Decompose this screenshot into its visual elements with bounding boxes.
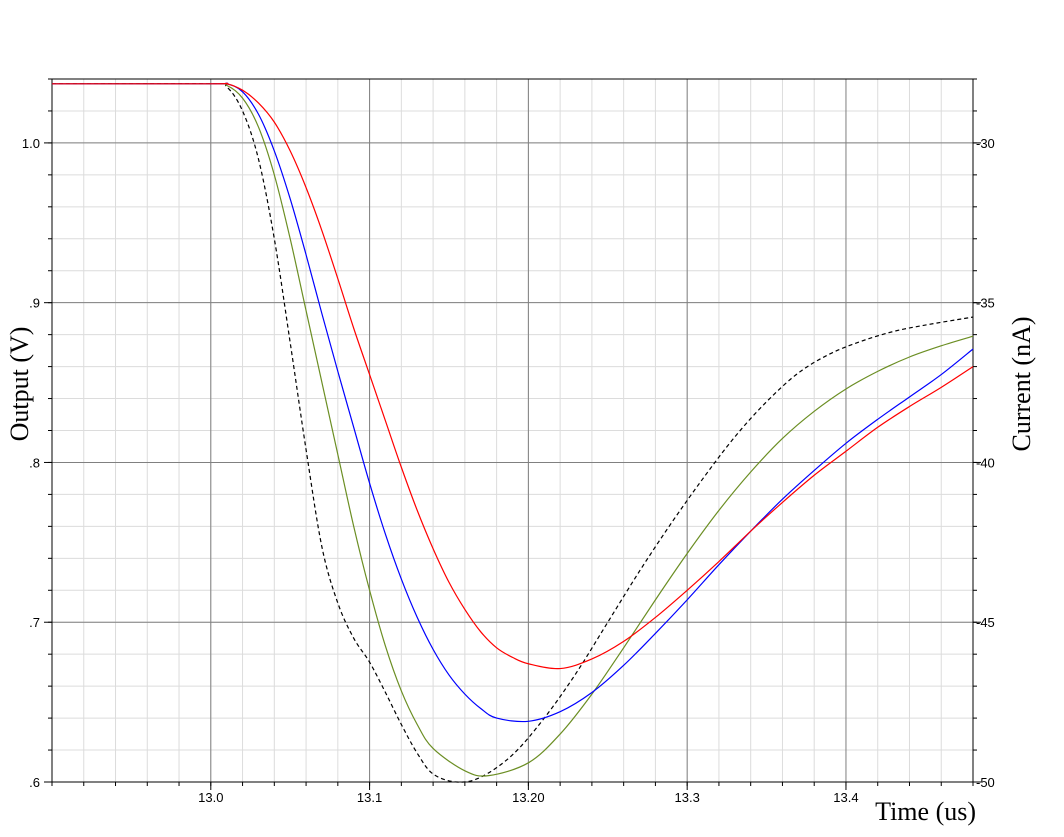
- series-layer: [51, 82, 974, 783]
- series-line-2: [51, 83, 974, 777]
- y-left-tick-label: .7: [29, 615, 40, 630]
- y-left-axis-title: Output (V): [5, 327, 34, 442]
- y-right-tick-label: -45: [976, 615, 995, 630]
- series-line-1: [51, 82, 974, 783]
- series-line-4: [52, 82, 974, 670]
- y-right-axis-title: Current (nA): [1007, 316, 1036, 451]
- tick-labels: 13.0 13.1 13.20 13.3 13.4 1.0 .9 .8 .7 .6 -30 -35 -4…: [22, 136, 995, 805]
- y-left-tick-label: .8: [29, 455, 40, 470]
- y-left-tick-label: 1.0: [22, 136, 40, 151]
- x-tick-label: 13.1: [357, 790, 382, 805]
- y-right-tick-label: -50: [976, 775, 995, 790]
- axis-ticks: [44, 78, 981, 790]
- y-right-tick-label: -30: [976, 136, 995, 151]
- y-right-tick-label: -40: [976, 455, 995, 470]
- x-tick-label: 13.4: [833, 790, 858, 805]
- series-line-3: [52, 82, 974, 723]
- y-left-tick-label: .6: [29, 775, 40, 790]
- major-grid: [52, 79, 973, 783]
- x-tick-label: 13.0: [198, 790, 223, 805]
- y-left-tick-label: .9: [29, 296, 40, 311]
- x-axis-title: Time (us): [875, 797, 976, 826]
- x-tick-label: 13.3: [675, 790, 700, 805]
- x-tick-label: 13.20: [512, 790, 545, 805]
- y-right-tick-label: -35: [976, 296, 995, 311]
